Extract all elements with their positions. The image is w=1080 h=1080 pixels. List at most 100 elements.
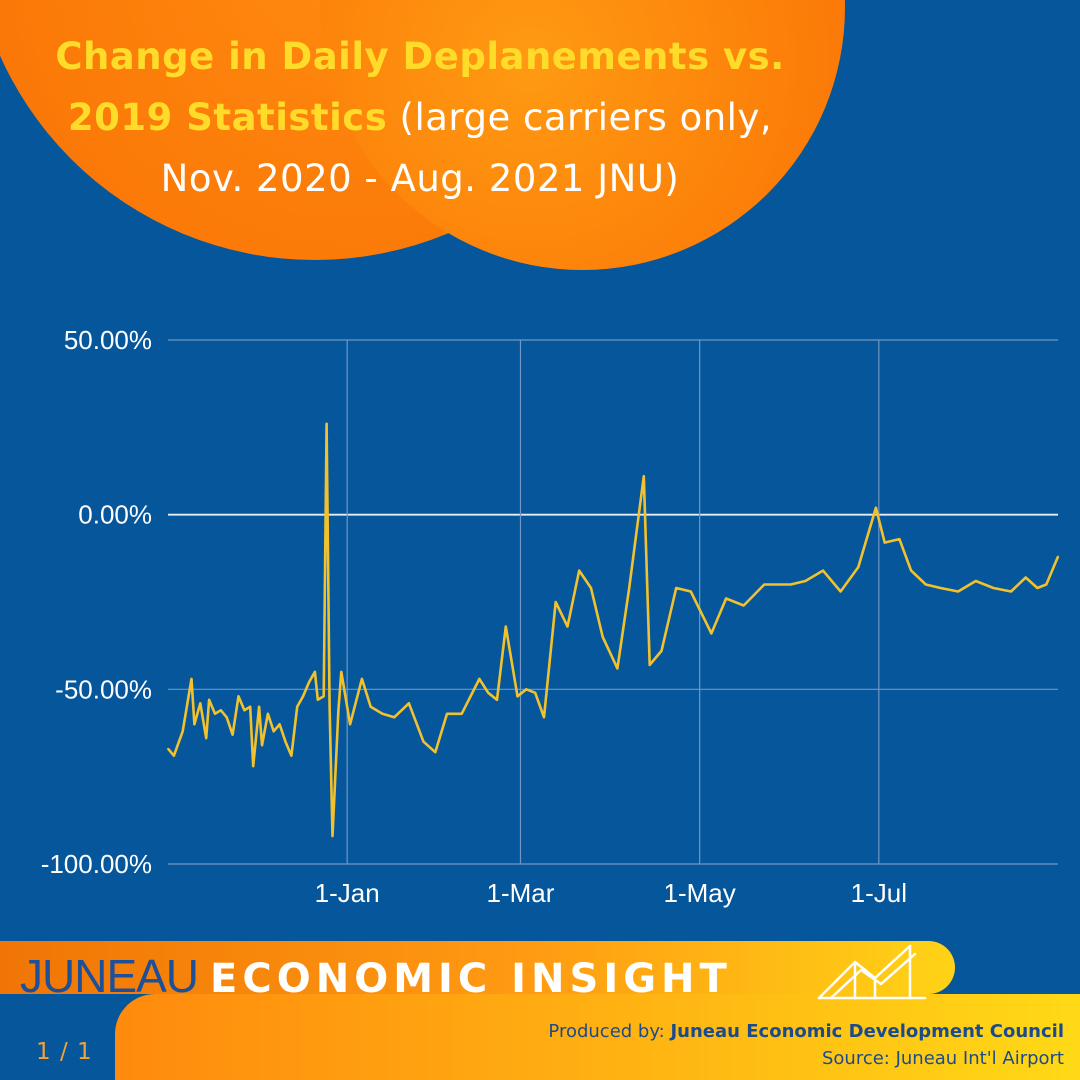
brand-juneau: JUNEAU <box>20 950 199 1002</box>
data-point <box>534 691 537 694</box>
data-point <box>266 712 269 715</box>
line-chart-logo-icon <box>817 944 927 1000</box>
data-point <box>1024 576 1027 579</box>
data-point <box>172 754 175 757</box>
data-point <box>525 688 528 691</box>
data-point <box>296 705 299 708</box>
data-point <box>1010 590 1012 593</box>
data-point <box>290 754 293 757</box>
data-point <box>460 712 463 715</box>
title-bold: Change in Daily Deplanements vs. 2019 St… <box>55 35 785 139</box>
data-point <box>190 677 193 680</box>
series <box>167 422 1060 838</box>
data-point <box>422 740 425 743</box>
data-point <box>478 677 481 680</box>
data-point <box>689 590 692 593</box>
data-point <box>360 677 363 680</box>
data-point <box>590 587 592 589</box>
produced-by-label: Produced by: <box>548 1021 665 1042</box>
data-point <box>214 712 216 715</box>
data-point <box>208 698 211 701</box>
data-point <box>446 712 448 715</box>
data-point <box>272 730 275 733</box>
data-point <box>675 587 678 589</box>
data-point <box>910 569 913 572</box>
data-point <box>243 709 246 712</box>
grid <box>168 339 1058 865</box>
data-point <box>231 733 234 736</box>
data-point <box>924 583 927 586</box>
data-point <box>407 702 410 705</box>
data-point <box>199 702 202 705</box>
y-tick-label: -50.00% <box>55 674 152 704</box>
data-point <box>181 730 184 733</box>
title-normal: (large carriers only, Nov. 2020 - Aug. 2… <box>160 96 773 200</box>
series-line <box>167 422 1060 838</box>
data-point <box>992 587 995 589</box>
data-point <box>258 705 260 708</box>
data-point <box>167 747 169 750</box>
data-point <box>496 698 498 701</box>
data-point <box>249 705 252 708</box>
data-point <box>566 625 569 628</box>
data-point <box>284 740 287 743</box>
data-point <box>789 583 792 586</box>
y-axis-labels: 50.00% 0.00% -50.00% -100.00% <box>41 325 152 879</box>
data-point <box>939 587 942 589</box>
brand-economic-insight: ECONOMIC INSIGHT <box>210 956 732 1002</box>
data-point <box>1057 555 1059 558</box>
data-point <box>974 580 977 582</box>
data-point <box>874 506 877 509</box>
data-point <box>898 538 901 541</box>
data-point <box>313 670 316 673</box>
x-tick-label: 1-Jul <box>851 878 907 908</box>
data-point <box>710 632 713 635</box>
data-point <box>325 422 328 425</box>
page-number: 1 / 1 <box>36 1039 93 1065</box>
data-point <box>219 709 222 712</box>
data-point <box>742 604 745 607</box>
data-point <box>261 744 263 747</box>
credits: Produced by: Juneau Economic Development… <box>548 1018 1064 1072</box>
data-point <box>1045 583 1048 586</box>
data-point <box>554 601 557 603</box>
data-point <box>316 698 319 701</box>
data-point <box>225 716 228 719</box>
data-point <box>804 580 807 582</box>
x-tick-label: 1-May <box>664 878 736 908</box>
y-tick-label: -100.00% <box>41 849 152 879</box>
data-point <box>278 723 281 726</box>
line-chart: 50.00% 0.00% -50.00% -100.00% 1-Jan 1-Mar 1-M… <box>41 325 1060 908</box>
data-point <box>642 475 645 478</box>
data-point <box>237 695 240 698</box>
data-point <box>543 716 545 719</box>
data-point <box>393 716 396 719</box>
data-point <box>337 709 340 712</box>
data-point <box>648 663 651 666</box>
data-point <box>308 681 310 684</box>
data-point <box>193 723 196 726</box>
data-point <box>883 541 886 544</box>
data-point <box>660 650 663 652</box>
data-point <box>725 597 727 600</box>
data-point <box>340 670 343 673</box>
footer-band-lower <box>115 994 1080 1080</box>
data-point <box>578 569 581 572</box>
y-tick-label: 50.00% <box>64 325 152 355</box>
data-point <box>763 583 766 586</box>
data-point <box>434 751 437 754</box>
data-point <box>487 691 490 694</box>
footer-band <box>0 941 955 994</box>
chart-title: Change in Daily Deplanements vs. 2019 St… <box>40 26 800 209</box>
y-tick-label: 0.00% <box>78 500 152 530</box>
data-point <box>857 566 860 568</box>
data-point <box>822 569 824 572</box>
data-point <box>516 695 519 698</box>
data-point <box>616 667 619 670</box>
producer-name: Juneau Economic Development Council <box>670 1021 1064 1042</box>
producer-line: Produced by: Juneau Economic Development… <box>548 1018 1064 1045</box>
brand-wordmark: JUNEAU ECONOMIC INSIGHT <box>20 950 732 1002</box>
data-point <box>1036 587 1039 589</box>
data-point <box>381 712 384 715</box>
